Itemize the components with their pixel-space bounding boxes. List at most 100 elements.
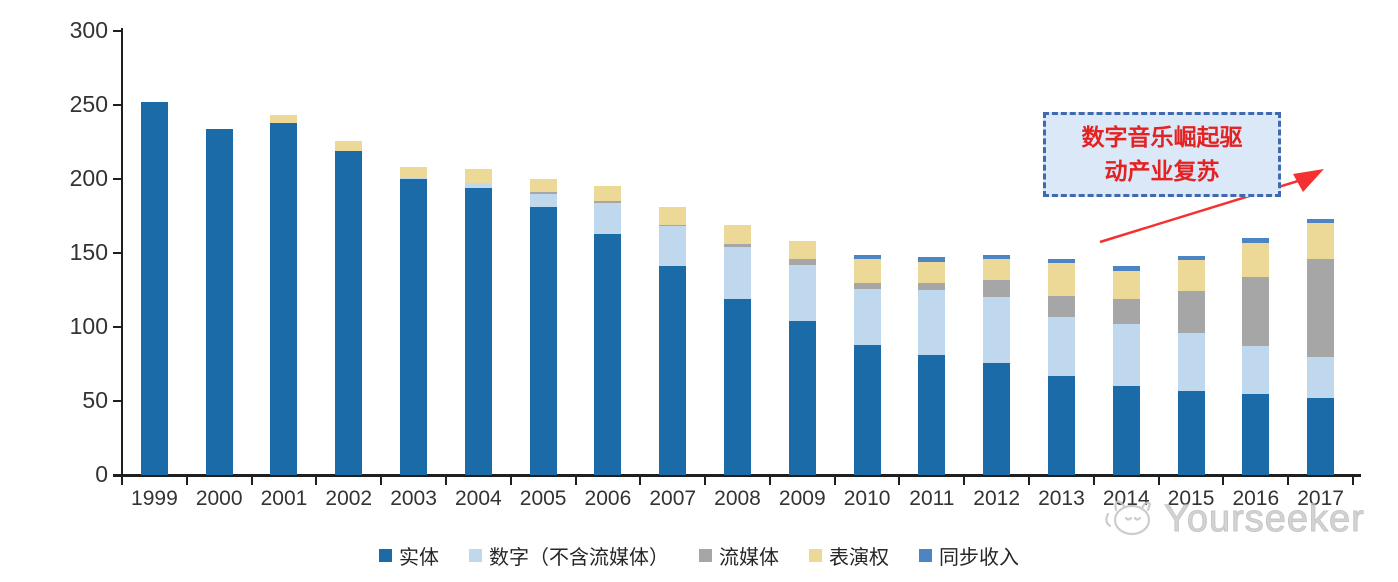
bar-segment-physical-2014 — [1112, 386, 1140, 475]
x-axis-tick-9 — [704, 476, 707, 485]
bar-segment-performance-rights-2007 — [659, 207, 687, 225]
bar-segment-digital-ex-streaming-2013 — [1047, 316, 1075, 376]
x-axis-label-2006: 2006 — [584, 487, 632, 510]
bar-segment-performance-rights-2002 — [335, 140, 363, 151]
bar-group-2011 — [918, 257, 946, 475]
bar-segment-digital-ex-streaming-2005 — [529, 193, 557, 208]
x-axis-tick-17 — [1222, 476, 1225, 485]
bar-group-1999 — [140, 102, 168, 475]
bar-segment-digital-ex-streaming-2012 — [983, 297, 1011, 363]
legend-item-streaming: 流媒体 — [699, 541, 779, 570]
bar-group-2017 — [1307, 218, 1335, 475]
bar-segment-physical-2017 — [1307, 398, 1335, 475]
bar-group-2013 — [1047, 258, 1075, 475]
y-axis-tick-250 — [113, 104, 122, 106]
bar-segment-physical-2016 — [1242, 393, 1270, 475]
bar-segment-streaming-2005 — [529, 192, 557, 194]
bar-segment-sync-revenue-2010 — [853, 254, 881, 259]
bar-segment-streaming-2015 — [1177, 291, 1205, 333]
bar-group-2014 — [1112, 266, 1140, 475]
yourseeker-cat-logo-icon — [1105, 500, 1152, 536]
x-axis-label-2000: 2000 — [195, 487, 243, 510]
x-axis-label-2005: 2005 — [519, 487, 567, 510]
bar-segment-digital-ex-streaming-2016 — [1242, 346, 1270, 394]
x-axis-label-2010: 2010 — [843, 487, 891, 510]
bar-segment-digital-ex-streaming-2011 — [918, 290, 946, 356]
bar-segment-performance-rights-2006 — [594, 186, 622, 202]
watermark-text: Yourseeker — [1164, 497, 1365, 540]
y-axis-label-300: 300 — [69, 17, 108, 43]
y-axis-tick-150 — [113, 252, 122, 254]
legend-swatch-digital-ex-streaming — [469, 549, 482, 562]
x-axis-label-2003: 2003 — [390, 487, 437, 510]
y-axis-label-200: 200 — [69, 165, 108, 191]
x-axis-label-2017: 2017 — [1297, 487, 1344, 510]
x-axis-tick-5 — [444, 476, 447, 485]
legend-swatch-streaming — [699, 549, 712, 562]
bar-group-2004 — [464, 168, 492, 475]
x-axis-tick-13 — [963, 476, 966, 485]
bar-segment-digital-ex-streaming-2007 — [659, 226, 687, 267]
bar-segment-streaming-2010 — [853, 282, 881, 289]
y-axis-label-50: 50 — [82, 387, 108, 413]
x-axis-label-1999: 1999 — [131, 487, 178, 510]
bar-segment-performance-rights-2016 — [1242, 242, 1270, 277]
bar-segment-physical-2008 — [724, 298, 751, 475]
bar-segment-digital-ex-streaming-2014 — [1112, 324, 1140, 387]
x-axis-label-2011: 2011 — [909, 487, 955, 510]
x-axis-label-2001: 2001 — [260, 487, 308, 510]
bar-group-2003 — [400, 167, 428, 475]
x-axis-line — [113, 474, 1361, 477]
x-axis-tick-11 — [833, 476, 836, 485]
bar-segment-performance-rights-2010 — [853, 258, 881, 283]
bar-group-2008 — [724, 224, 751, 475]
y-axis-label-150: 150 — [69, 239, 108, 265]
bar-segment-physical-2003 — [400, 179, 428, 475]
bar-segment-digital-ex-streaming-2017 — [1307, 356, 1335, 399]
y-axis-tick-200 — [113, 178, 122, 180]
bar-group-2005 — [529, 179, 557, 475]
x-axis-tick-19 — [1352, 476, 1354, 485]
bar-group-2002 — [335, 140, 363, 475]
bar-segment-streaming-2017 — [1307, 258, 1335, 357]
y-axis-label-0: 0 — [95, 461, 108, 487]
bar-segment-physical-2012 — [983, 362, 1011, 475]
x-axis-label-2002: 2002 — [325, 487, 373, 510]
bar-segment-performance-rights-2008 — [724, 224, 751, 245]
bar-segment-performance-rights-2015 — [1177, 260, 1205, 292]
y-axis-tick-50 — [113, 400, 122, 402]
bar-segment-physical-2007 — [659, 266, 687, 475]
x-axis-label-2013: 2013 — [1038, 487, 1085, 510]
x-axis-tick-0 — [121, 476, 123, 485]
bar-segment-digital-ex-streaming-2015 — [1177, 332, 1205, 391]
bar-segment-digital-ex-streaming-2009 — [788, 264, 816, 322]
bar-group-2015 — [1177, 255, 1205, 475]
bar-segment-streaming-2009 — [788, 258, 816, 265]
bar-segment-physical-2015 — [1177, 390, 1205, 475]
y-axis-label-100: 100 — [69, 313, 108, 339]
bar-group-2007 — [659, 207, 687, 475]
bar-segment-streaming-2013 — [1047, 295, 1075, 317]
x-axis-tick-8 — [639, 476, 642, 485]
bar-segment-streaming-2012 — [983, 279, 1011, 298]
x-axis-tick-18 — [1287, 476, 1290, 485]
legend-item-performance-rights: 表演权 — [809, 541, 889, 570]
bar-segment-performance-rights-2013 — [1047, 263, 1075, 296]
x-axis-tick-15 — [1092, 476, 1095, 485]
chart-legend: 实体 数字（不含流媒体） 流媒体 表演权 同步收入 — [0, 541, 1398, 570]
bar-segment-physical-2000 — [205, 128, 233, 475]
legend-label-performance-rights: 表演权 — [829, 547, 889, 569]
annotation-text-line2: 动产业复苏 — [1104, 158, 1220, 184]
x-axis-tick-10 — [768, 476, 771, 485]
x-axis-tick-3 — [315, 476, 318, 485]
bar-segment-digital-ex-streaming-2008 — [724, 247, 751, 299]
x-axis-tick-1 — [185, 476, 188, 485]
y-axis-line — [121, 28, 123, 477]
bar-segment-physical-2010 — [853, 344, 881, 475]
bar-segment-performance-rights-2003 — [400, 167, 428, 178]
legend-item-sync-revenue: 同步收入 — [919, 541, 1019, 570]
x-axis-label-2015: 2015 — [1167, 487, 1215, 510]
x-axis-label-2007: 2007 — [649, 487, 697, 510]
legend-item-physical: 实体 — [379, 541, 439, 570]
x-axis-tick-2 — [250, 476, 253, 485]
